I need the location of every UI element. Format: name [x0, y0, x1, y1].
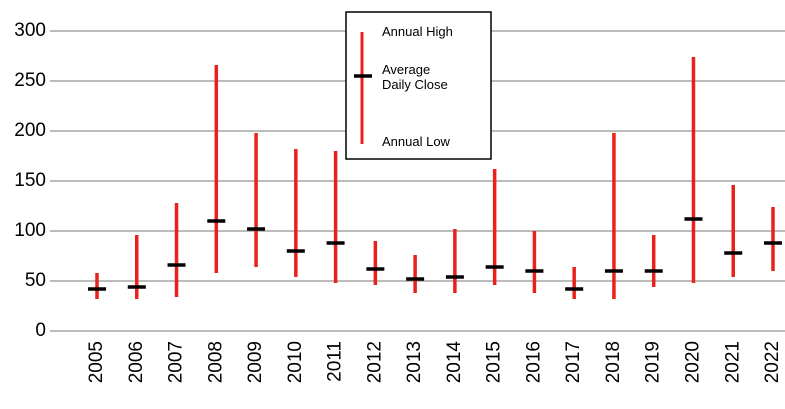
- x-tick-label: 2017: [563, 341, 584, 383]
- x-tick-label: 2022: [762, 341, 783, 383]
- x-tick-label: 2011: [325, 341, 346, 382]
- x-tick-label: 2008: [205, 341, 226, 383]
- legend-label: Annual Low: [382, 134, 450, 149]
- x-tick-label: 2006: [126, 341, 147, 383]
- legend-label: Annual High: [382, 24, 453, 39]
- x-tick-label: 2014: [444, 341, 465, 384]
- x-tick-label: 2020: [682, 341, 703, 383]
- y-tick-label: 250: [14, 70, 46, 91]
- x-tick-label: 2009: [245, 341, 266, 383]
- x-tick-label: 2018: [603, 341, 624, 383]
- x-tick-label: 2010: [285, 341, 306, 383]
- y-tick-label: 300: [14, 20, 46, 41]
- x-tick-label: 2019: [643, 341, 664, 383]
- x-tick-label: 2015: [484, 341, 505, 383]
- x-tick-label: 2021: [722, 341, 743, 383]
- y-tick-label: 50: [25, 270, 46, 291]
- y-tick-label: 100: [14, 220, 46, 241]
- legend: [345, 11, 492, 160]
- y-tick-label: 0: [35, 320, 46, 341]
- x-tick-label: 2005: [86, 341, 107, 383]
- x-tick-label: 2016: [523, 341, 544, 383]
- y-tick-label: 150: [14, 170, 46, 191]
- y-tick-label: 200: [14, 120, 46, 141]
- x-tick-label: 2007: [166, 341, 187, 383]
- legend-label: Average Daily Close: [382, 62, 448, 92]
- x-tick-label: 2012: [364, 341, 385, 383]
- legend-box: [345, 11, 492, 160]
- x-tick-label: 2013: [404, 341, 425, 383]
